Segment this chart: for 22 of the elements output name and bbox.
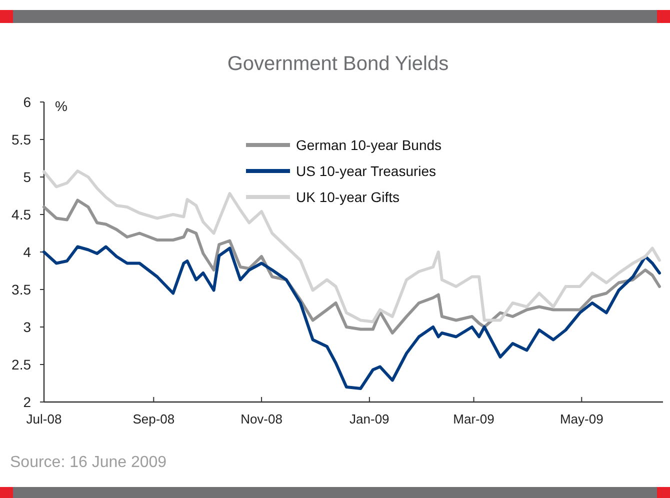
y-tick-label: 5 — [23, 168, 32, 185]
x-tick-label: Jan-09 — [350, 412, 390, 427]
x-tick-label: Nov-08 — [240, 412, 282, 427]
line-series — [42, 245, 661, 390]
x-tick-label: Sep-08 — [132, 412, 175, 427]
y-tick-label: 4.5 — [12, 206, 32, 222]
legend-label: US 10-year Treasuries — [296, 162, 436, 179]
y-axis-title: % — [55, 98, 68, 114]
y-tick-label: 4 — [23, 244, 32, 260]
x-tick-label: May-09 — [560, 412, 604, 427]
x-tick-label: Mar-09 — [453, 412, 494, 427]
x-tick-label: Jul-08 — [26, 412, 62, 427]
y-tick-label: 5.5 — [12, 131, 32, 148]
legend-label: UK 10-year Gifts — [296, 188, 400, 205]
y-tick-label: 2 — [23, 394, 32, 410]
y-tick-label: 3 — [23, 318, 32, 335]
source-note: Source: 16 June 2009 — [10, 454, 167, 471]
chart-title: Government Bond Yields — [227, 53, 449, 75]
legend-label: German 10-year Bunds — [296, 136, 442, 153]
y-tick-label: 6 — [23, 94, 32, 110]
y-tick-label: 2.5 — [12, 356, 32, 372]
y-tick-label: 3.5 — [12, 281, 32, 298]
